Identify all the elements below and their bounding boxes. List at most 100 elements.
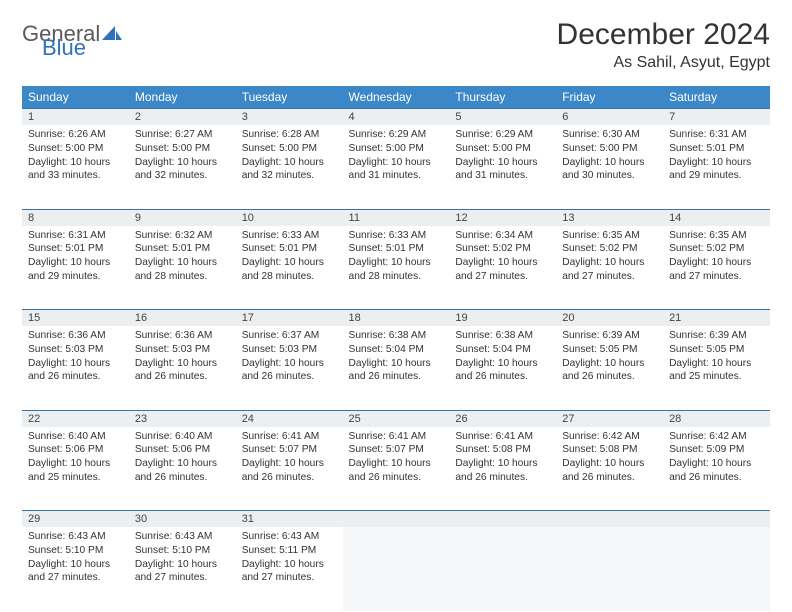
sunrise-line: Sunrise: 6:43 AM [28,530,123,544]
sunrise-line: Sunrise: 6:42 AM [562,430,657,444]
sunrise-line: Sunrise: 6:36 AM [28,329,123,343]
day-number: 29 [28,513,40,525]
day-number: 16 [135,312,147,324]
daylight-line: Daylight: 10 hours and 25 minutes. [669,357,764,385]
day-details: Sunrise: 6:39 AMSunset: 5:05 PMDaylight:… [663,326,770,390]
sunset-line: Sunset: 5:07 PM [349,443,444,457]
daylight-line: Daylight: 10 hours and 26 minutes. [455,457,550,485]
day-number-cell: 2 [129,109,236,126]
day-details: Sunrise: 6:29 AMSunset: 5:00 PMDaylight:… [343,125,450,189]
day-number-cell: 7 [663,109,770,126]
weekday-header: Sunday [22,86,129,109]
sunset-line: Sunset: 5:03 PM [28,343,123,357]
day-details: Sunrise: 6:41 AMSunset: 5:07 PMDaylight:… [236,427,343,491]
day-number-cell: 24 [236,410,343,427]
day-cell [449,527,556,611]
sunrise-line: Sunrise: 6:42 AM [669,430,764,444]
sunset-line: Sunset: 5:01 PM [669,142,764,156]
day-number-cell: 5 [449,109,556,126]
day-number-cell [663,511,770,528]
sunset-line: Sunset: 5:02 PM [562,242,657,256]
weekday-header: Wednesday [343,86,450,109]
day-cell: Sunrise: 6:40 AMSunset: 5:06 PMDaylight:… [129,427,236,511]
day-details: Sunrise: 6:35 AMSunset: 5:02 PMDaylight:… [663,226,770,290]
sunrise-line: Sunrise: 6:32 AM [135,229,230,243]
day-cell: Sunrise: 6:26 AMSunset: 5:00 PMDaylight:… [22,125,129,209]
day-number-cell: 19 [449,310,556,327]
title-block: December 2024 As Sahil, Asyut, Egypt [557,18,770,72]
logo: General Blue [22,24,122,58]
day-number: 24 [242,413,254,425]
sunset-line: Sunset: 5:01 PM [135,242,230,256]
day-cell: Sunrise: 6:30 AMSunset: 5:00 PMDaylight:… [556,125,663,209]
day-number-cell: 16 [129,310,236,327]
day-content-row: Sunrise: 6:31 AMSunset: 5:01 PMDaylight:… [22,226,770,310]
sunrise-line: Sunrise: 6:40 AM [28,430,123,444]
day-number-cell: 13 [556,209,663,226]
day-cell [556,527,663,611]
daylight-line: Daylight: 10 hours and 27 minutes. [135,558,230,586]
sunset-line: Sunset: 5:01 PM [242,242,337,256]
day-number-cell: 17 [236,310,343,327]
day-number-cell: 31 [236,511,343,528]
sunset-line: Sunset: 5:03 PM [135,343,230,357]
sunrise-line: Sunrise: 6:35 AM [669,229,764,243]
weekday-header: Saturday [663,86,770,109]
daylight-line: Daylight: 10 hours and 26 minutes. [28,357,123,385]
day-number-cell [556,511,663,528]
sunrise-line: Sunrise: 6:40 AM [135,430,230,444]
daylight-line: Daylight: 10 hours and 26 minutes. [455,357,550,385]
day-number-cell [449,511,556,528]
day-cell: Sunrise: 6:43 AMSunset: 5:10 PMDaylight:… [129,527,236,611]
weekday-header: Thursday [449,86,556,109]
day-content-row: Sunrise: 6:26 AMSunset: 5:00 PMDaylight:… [22,125,770,209]
day-details: Sunrise: 6:41 AMSunset: 5:08 PMDaylight:… [449,427,556,491]
day-number: 10 [242,212,254,224]
daylight-line: Daylight: 10 hours and 26 minutes. [669,457,764,485]
day-details: Sunrise: 6:30 AMSunset: 5:00 PMDaylight:… [556,125,663,189]
sunrise-line: Sunrise: 6:35 AM [562,229,657,243]
daylight-line: Daylight: 10 hours and 28 minutes. [135,256,230,284]
day-cell: Sunrise: 6:41 AMSunset: 5:07 PMDaylight:… [236,427,343,511]
day-cell: Sunrise: 6:40 AMSunset: 5:06 PMDaylight:… [22,427,129,511]
sunset-line: Sunset: 5:06 PM [28,443,123,457]
day-number-row: 891011121314 [22,209,770,226]
daylight-line: Daylight: 10 hours and 27 minutes. [242,558,337,586]
location: As Sahil, Asyut, Egypt [557,54,770,72]
day-number: 20 [562,312,574,324]
day-number-cell: 30 [129,511,236,528]
day-content-row: Sunrise: 6:43 AMSunset: 5:10 PM Daylight:… [22,527,770,611]
day-number-cell: 15 [22,310,129,327]
day-details: Sunrise: 6:26 AMSunset: 5:00 PMDaylight:… [22,125,129,189]
day-details: Sunrise: 6:31 AMSunset: 5:01 PMDaylight:… [663,125,770,189]
daylight-line: Daylight: 10 hours and 27 minutes. [669,256,764,284]
day-number-row: 29 30 31 [22,511,770,528]
day-details: Sunrise: 6:38 AMSunset: 5:04 PMDaylight:… [343,326,450,390]
day-details: Sunrise: 6:42 AMSunset: 5:09 PMDaylight:… [663,427,770,491]
day-cell: Sunrise: 6:39 AMSunset: 5:05 PMDaylight:… [663,326,770,410]
daylight-line: Daylight: 10 hours and 29 minutes. [669,156,764,184]
day-cell: Sunrise: 6:29 AMSunset: 5:00 PMDaylight:… [343,125,450,209]
day-number-row: 22232425262728 [22,410,770,427]
day-details: Sunrise: 6:39 AMSunset: 5:05 PMDaylight:… [556,326,663,390]
header: General Blue December 2024 As Sahil, Asy… [22,18,770,72]
sunset-line: Sunset: 5:00 PM [349,142,444,156]
sunset-line: Sunset: 5:11 PM [242,544,337,558]
daylight-line: Daylight: 10 hours and 31 minutes. [455,156,550,184]
day-number: 17 [242,312,254,324]
day-number: 26 [455,413,467,425]
day-cell [343,527,450,611]
sunset-line: Sunset: 5:00 PM [562,142,657,156]
daylight-line: Daylight: 10 hours and 33 minutes. [28,156,123,184]
day-details: Sunrise: 6:29 AMSunset: 5:00 PMDaylight:… [449,125,556,189]
sunset-line: Sunset: 5:10 PM [28,544,123,558]
sunset-line: Sunset: 5:05 PM [562,343,657,357]
daylight-line: Daylight: 10 hours and 32 minutes. [135,156,230,184]
day-number: 30 [135,513,147,525]
sunrise-line: Sunrise: 6:41 AM [242,430,337,444]
day-cell: Sunrise: 6:32 AMSunset: 5:01 PMDaylight:… [129,226,236,310]
day-number: 4 [349,111,355,123]
sunrise-line: Sunrise: 6:29 AM [455,128,550,142]
daylight-line: Daylight: 10 hours and 32 minutes. [242,156,337,184]
day-number: 28 [669,413,681,425]
